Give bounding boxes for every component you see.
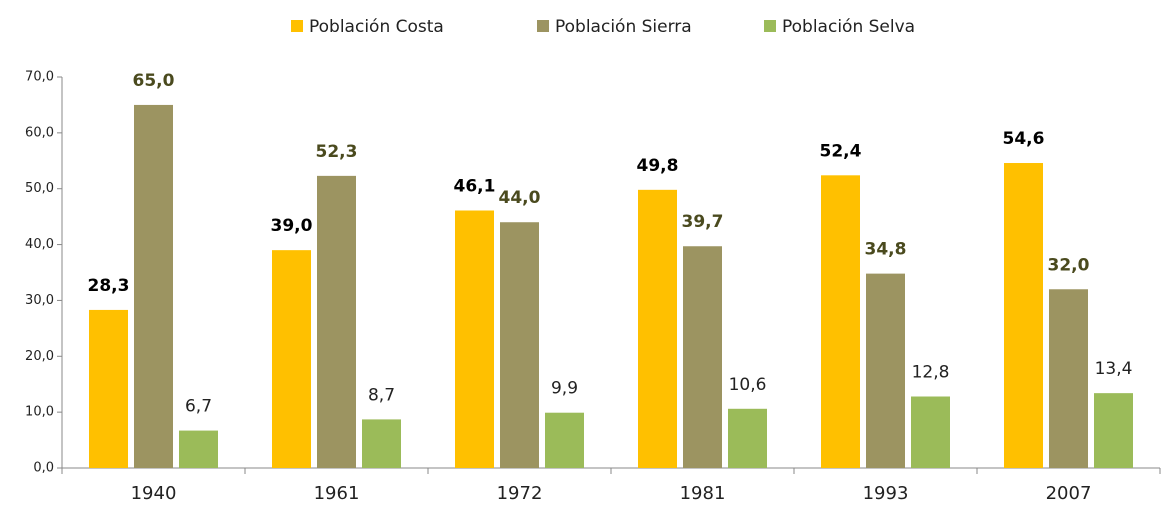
y-tick-label: 20,0 (25, 349, 54, 364)
legend-swatch (764, 20, 776, 32)
bar (866, 273, 905, 468)
bar (545, 412, 584, 468)
bar (911, 396, 950, 468)
bar (272, 250, 311, 468)
value-label: 52,4 (820, 141, 862, 161)
y-tick-label: 70,0 (25, 70, 54, 85)
bar (683, 246, 722, 468)
value-label: 13,4 (1095, 359, 1133, 379)
x-tick-label: 1961 (314, 483, 360, 504)
x-tick-label: 1981 (680, 483, 726, 504)
bar (500, 222, 539, 468)
bar (821, 175, 860, 468)
legend-label: Población Costa (309, 17, 444, 37)
value-label: 54,6 (1003, 129, 1045, 149)
legend-label: Población Sierra (555, 17, 692, 37)
legend-swatch (291, 20, 303, 32)
y-tick-label: 40,0 (25, 237, 54, 252)
value-label: 46,1 (454, 176, 496, 196)
bar (134, 104, 173, 468)
value-label: 8,7 (368, 385, 395, 405)
value-label: 32,0 (1048, 255, 1090, 275)
value-label: 10,6 (729, 375, 767, 395)
value-label: 39,0 (271, 216, 313, 236)
legend-label: Población Selva (782, 17, 915, 37)
x-tick-label: 1972 (497, 483, 543, 504)
value-label: 44,0 (499, 188, 541, 208)
value-label: 49,8 (637, 156, 679, 176)
value-label: 28,3 (88, 276, 130, 296)
bar (728, 408, 767, 468)
bar (455, 210, 494, 468)
bar (1094, 393, 1133, 468)
y-tick-label: 60,0 (25, 125, 54, 140)
value-label: 9,9 (551, 379, 578, 399)
value-label: 34,8 (865, 240, 907, 260)
bar (1004, 163, 1043, 468)
value-label: 39,7 (682, 212, 724, 232)
y-tick-label: 0,0 (33, 461, 54, 476)
y-tick-label: 30,0 (25, 293, 54, 308)
value-label: 52,3 (316, 142, 358, 162)
x-tick-label: 1940 (131, 483, 177, 504)
value-label: 6,7 (185, 397, 212, 417)
bar (362, 419, 401, 468)
value-label: 12,8 (912, 363, 950, 383)
legend-swatch (537, 20, 549, 32)
x-tick-label: 1993 (863, 483, 909, 504)
y-tick-label: 10,0 (25, 405, 54, 420)
bar (179, 430, 218, 468)
bar (1049, 289, 1088, 468)
bar (638, 189, 677, 468)
bar (89, 309, 128, 468)
value-label: 65,0 (133, 71, 175, 91)
x-tick-label: 2007 (1046, 483, 1092, 504)
y-tick-label: 50,0 (25, 181, 54, 196)
bar (317, 175, 356, 469)
